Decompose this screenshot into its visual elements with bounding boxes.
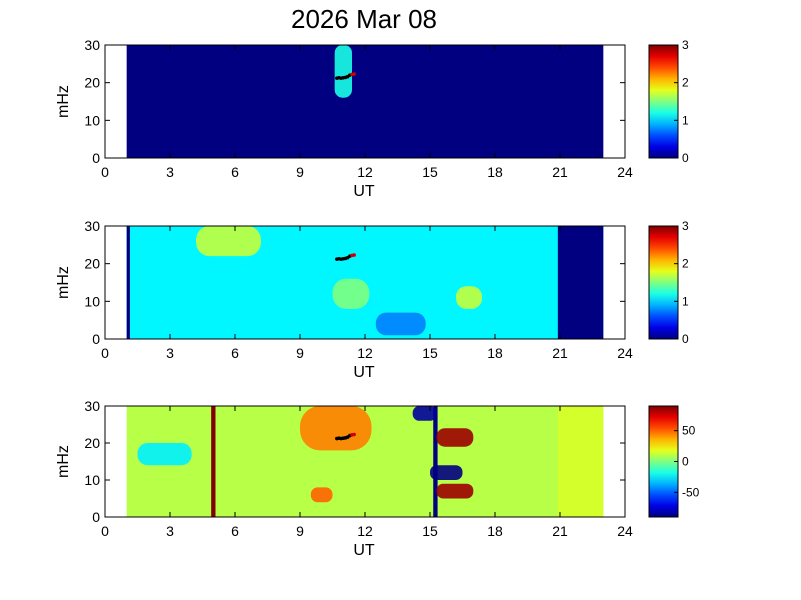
- x-tick-label: 18: [487, 523, 503, 539]
- heatmap-feature-positive: [436, 483, 474, 499]
- x-tick-label: 12: [357, 523, 373, 539]
- colorbar-tick-label: 1: [682, 294, 689, 308]
- x-tick-label: 9: [296, 345, 304, 361]
- x-tick-label: 24: [617, 345, 633, 361]
- x-tick-label: 6: [231, 164, 239, 180]
- heatmap-feature-enhancement: [332, 278, 370, 309]
- x-tick-label: 21: [552, 345, 568, 361]
- colorbar-tick-label: 0: [682, 455, 689, 469]
- x-tick-label: 3: [166, 164, 174, 180]
- y-axis-label: mHz: [55, 445, 72, 478]
- x-tick-label: 18: [487, 345, 503, 361]
- heatmap: [126, 226, 604, 339]
- x-tick-label: 3: [166, 345, 174, 361]
- heatmap-feature-dropout: [126, 226, 130, 339]
- x-axis-label: UT: [353, 542, 375, 559]
- panel-3: 0 3 6 9 12 15 18 21 24 0 10 20 30 UT mHz 50 0 -50: [55, 398, 700, 559]
- x-tick-label: 3: [166, 523, 174, 539]
- colorbar-tick-label: 3: [682, 38, 689, 52]
- event-marker: [352, 253, 356, 257]
- colorbar-tick-label: 2: [682, 76, 689, 90]
- colorbar: 50 0 -50: [648, 405, 700, 518]
- x-tick-label: 6: [231, 523, 239, 539]
- x-tick-label: 6: [231, 345, 239, 361]
- figure-title: 2026 Mar 08: [291, 4, 437, 34]
- x-tick-label: 24: [617, 523, 633, 539]
- heatmap-feature-depression: [375, 312, 426, 336]
- heatmap-feature-negative: [412, 406, 437, 421]
- heatmap-feature-positive: [310, 487, 333, 503]
- colorbar-tick-label: 50: [682, 424, 696, 438]
- x-tick-label: 15: [422, 345, 438, 361]
- heatmap-feature-positive: [300, 406, 372, 451]
- y-tick-label: 10: [84, 112, 100, 128]
- y-tick-label: 30: [84, 218, 100, 234]
- heatmap-feature-line: [211, 406, 216, 517]
- x-tick-label: 15: [422, 164, 438, 180]
- colorbar-tick-label: 0: [682, 332, 689, 346]
- y-axis-label: mHz: [55, 85, 72, 118]
- colorbar-tick-label: 0: [682, 151, 689, 165]
- heatmap-feature-dropout: [557, 226, 604, 339]
- y-tick-label: 20: [84, 75, 100, 91]
- event-marker: [352, 72, 356, 76]
- heatmap: [126, 406, 604, 517]
- y-tick-label: 30: [84, 37, 100, 53]
- x-tick-label: 0: [101, 345, 109, 361]
- heatmap: [126, 45, 604, 158]
- y-tick-label: 20: [84, 435, 100, 451]
- heatmap-feature-enhancement: [334, 45, 352, 98]
- y-tick-label: 10: [84, 472, 100, 488]
- y-tick-label: 0: [92, 150, 100, 166]
- y-tick-label: 30: [84, 398, 100, 414]
- heatmap-background: [126, 45, 604, 158]
- x-tick-label: 15: [422, 523, 438, 539]
- x-tick-label: 9: [296, 164, 304, 180]
- colorbar-tick-label: 2: [682, 257, 689, 271]
- x-tick-label: 12: [357, 164, 373, 180]
- x-tick-label: 21: [552, 164, 568, 180]
- x-tick-label: 21: [552, 523, 568, 539]
- heatmap-feature-enhancement: [456, 286, 482, 309]
- x-axis-label: UT: [353, 364, 375, 381]
- x-tick-label: 0: [101, 523, 109, 539]
- x-tick-label: 24: [617, 164, 633, 180]
- x-tick-label: 12: [357, 345, 373, 361]
- heatmap-feature-enhancement: [196, 226, 261, 257]
- colorbar: 0 1 2 3: [648, 38, 689, 165]
- colorbar-scale: [648, 405, 679, 518]
- x-tick-label: 0: [101, 164, 109, 180]
- x-axis-label: UT: [353, 183, 375, 200]
- y-tick-label: 20: [84, 256, 100, 272]
- colorbar-scale: [648, 44, 679, 159]
- colorbar-scale: [648, 225, 679, 340]
- colorbar: 0 1 2 3: [648, 219, 689, 346]
- y-axis-label: mHz: [55, 266, 72, 299]
- colorbar-tick-label: 1: [682, 113, 689, 127]
- heatmap-feature-blank: [557, 406, 604, 517]
- x-tick-label: 18: [487, 164, 503, 180]
- colorbar-tick-label: -50: [682, 485, 700, 499]
- y-tick-label: 0: [92, 331, 100, 347]
- heatmap-feature-line: [433, 406, 438, 517]
- x-tick-label: 9: [296, 523, 304, 539]
- y-tick-label: 10: [84, 293, 100, 309]
- heatmap-feature-positive: [436, 428, 474, 447]
- heatmap-feature-negative: [137, 443, 192, 466]
- event-marker: [352, 432, 356, 437]
- y-tick-label: 0: [92, 509, 100, 525]
- colorbar-tick-label: 3: [682, 219, 689, 233]
- heatmap-feature-negative: [430, 465, 463, 480]
